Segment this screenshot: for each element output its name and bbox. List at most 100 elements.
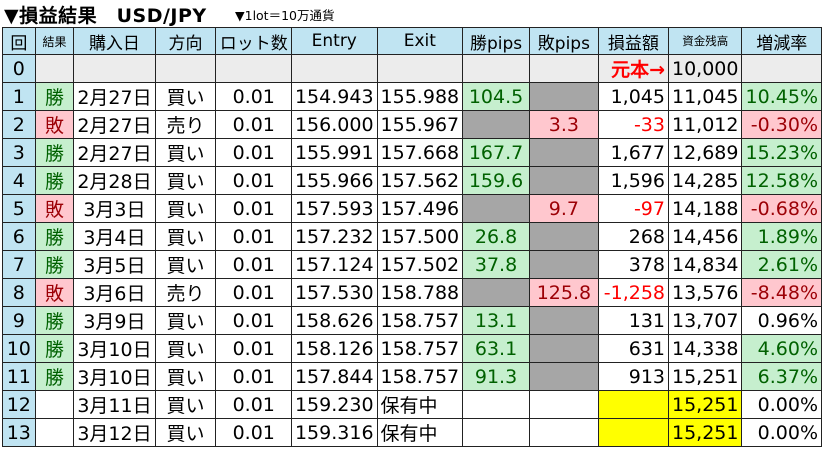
lots-cell: 0.01 (215, 110, 292, 139)
win-pips-cell (462, 194, 530, 223)
row-number: 4 (2, 166, 36, 195)
direction-cell: 買い (154, 250, 217, 279)
result-cell (34, 390, 75, 419)
loss-pips-cell (528, 82, 599, 111)
balance-cell: 15,251 (667, 418, 743, 447)
initial-row: 0 元本→ 10,000 (2, 54, 822, 83)
table-row: 3 勝 2月27日 買い 0.01 155.991 157.668 167.7 1,677 12,… (2, 138, 822, 167)
loss-pips-cell (528, 362, 599, 391)
row-number: 9 (2, 306, 36, 335)
balance-cell: 15,251 (667, 362, 743, 391)
result-cell: 勝 (34, 250, 75, 279)
lots-cell: 0.01 (215, 306, 292, 335)
table-row: 7 勝 3月5日 買い 0.01 157.124 157.502 37.8 378 14,834 2… (2, 250, 822, 279)
page-title: ▼損益結果 USD/JPY (4, 5, 207, 27)
exit-cell: 155.988 (376, 82, 464, 111)
empty-cell (290, 54, 378, 83)
empty-cell (215, 54, 292, 83)
direction-cell: 売り (154, 110, 217, 139)
lots-cell: 0.01 (215, 390, 292, 419)
pnl-cell: 913 (597, 362, 670, 391)
col-header-date: 購入日 (73, 27, 156, 55)
result-cell: 勝 (34, 166, 75, 195)
change-cell: 0.00% (741, 390, 822, 419)
entry-cell: 157.232 (290, 222, 378, 251)
lot-note: ▼1lot＝10万通貨 (235, 8, 335, 23)
loss-pips-cell (528, 334, 599, 363)
result-cell: 勝 (34, 334, 75, 363)
col-header-change: 増減率 (741, 27, 822, 55)
exit-cell: 157.668 (376, 138, 464, 167)
direction-cell: 買い (154, 82, 217, 111)
change-cell: 10.45% (741, 82, 822, 111)
win-pips-cell: 63.1 (462, 334, 530, 363)
change-cell: 1.89% (741, 222, 822, 251)
lots-cell: 0.01 (215, 362, 292, 391)
entry-cell: 159.230 (290, 390, 378, 419)
lots-cell: 0.01 (215, 138, 292, 167)
col-header-direction: 方向 (154, 27, 217, 55)
result-cell: 勝 (34, 138, 75, 167)
direction-cell: 買い (154, 362, 217, 391)
row-number: 13 (2, 418, 36, 447)
loss-pips-cell (528, 138, 599, 167)
loss-pips-cell (528, 250, 599, 279)
result-cell: 勝 (34, 306, 75, 335)
date-cell: 3月10日 (73, 362, 156, 391)
balance-cell: 15,251 (667, 390, 743, 419)
direction-cell: 買い (154, 306, 217, 335)
row-number: 2 (2, 110, 36, 139)
loss-pips-cell: 9.7 (528, 194, 599, 223)
entry-cell: 158.626 (290, 306, 378, 335)
row-number: 3 (2, 138, 36, 167)
date-cell: 3月11日 (73, 390, 156, 419)
exit-cell: 157.502 (376, 250, 464, 279)
change-cell: -0.30% (741, 110, 822, 139)
loss-pips-cell: 3.3 (528, 110, 599, 139)
date-cell: 2月28日 (73, 166, 156, 195)
balance-cell: 14,338 (667, 334, 743, 363)
lots-cell: 0.01 (215, 250, 292, 279)
balance-cell: 11,012 (667, 110, 743, 139)
balance-cell: 13,576 (667, 278, 743, 307)
empty-cell (528, 54, 599, 83)
result-cell: 敗 (34, 278, 75, 307)
table-row: 11 勝 3月10日 買い 0.01 157.844 158.757 91.3 913 15,25… (2, 362, 822, 391)
empty-cell (376, 54, 464, 83)
empty-cell (154, 54, 217, 83)
table-row: 10 勝 3月10日 買い 0.01 158.126 158.757 63.1 631 14,33… (2, 334, 822, 363)
pnl-cell: 631 (597, 334, 670, 363)
lots-cell: 0.01 (215, 278, 292, 307)
entry-cell: 157.593 (290, 194, 378, 223)
lots-cell: 0.01 (215, 334, 292, 363)
pnl-cell: 1,596 (597, 166, 670, 195)
entry-cell: 155.966 (290, 166, 378, 195)
direction-cell: 買い (154, 166, 217, 195)
date-cell: 3月6日 (73, 278, 156, 307)
empty-cell (462, 54, 530, 83)
exit-cell: 155.967 (376, 110, 464, 139)
col-header-entry: Entry (290, 27, 378, 55)
exit-cell: 158.757 (376, 334, 464, 363)
exit-cell: 保有中 (376, 418, 464, 447)
empty-cell (741, 54, 822, 83)
pnl-cell: 1,045 (597, 82, 670, 111)
lots-cell: 0.01 (215, 418, 292, 447)
date-cell: 3月4日 (73, 222, 156, 251)
col-header-pnl: 損益額 (597, 27, 670, 55)
change-cell: 0.00% (741, 418, 822, 447)
result-cell (34, 418, 75, 447)
row-number: 10 (2, 334, 36, 363)
row-number: 8 (2, 278, 36, 307)
col-header-lots: ロット数 (215, 27, 292, 55)
entry-cell: 157.844 (290, 362, 378, 391)
result-cell: 敗 (34, 110, 75, 139)
change-cell: 0.96% (741, 306, 822, 335)
date-cell: 3月9日 (73, 306, 156, 335)
principal-label: 元本→ (597, 54, 670, 83)
row-number: 11 (2, 362, 36, 391)
loss-pips-cell (528, 418, 599, 447)
lots-cell: 0.01 (215, 222, 292, 251)
date-cell: 2月27日 (73, 82, 156, 111)
row-number: 12 (2, 390, 36, 419)
